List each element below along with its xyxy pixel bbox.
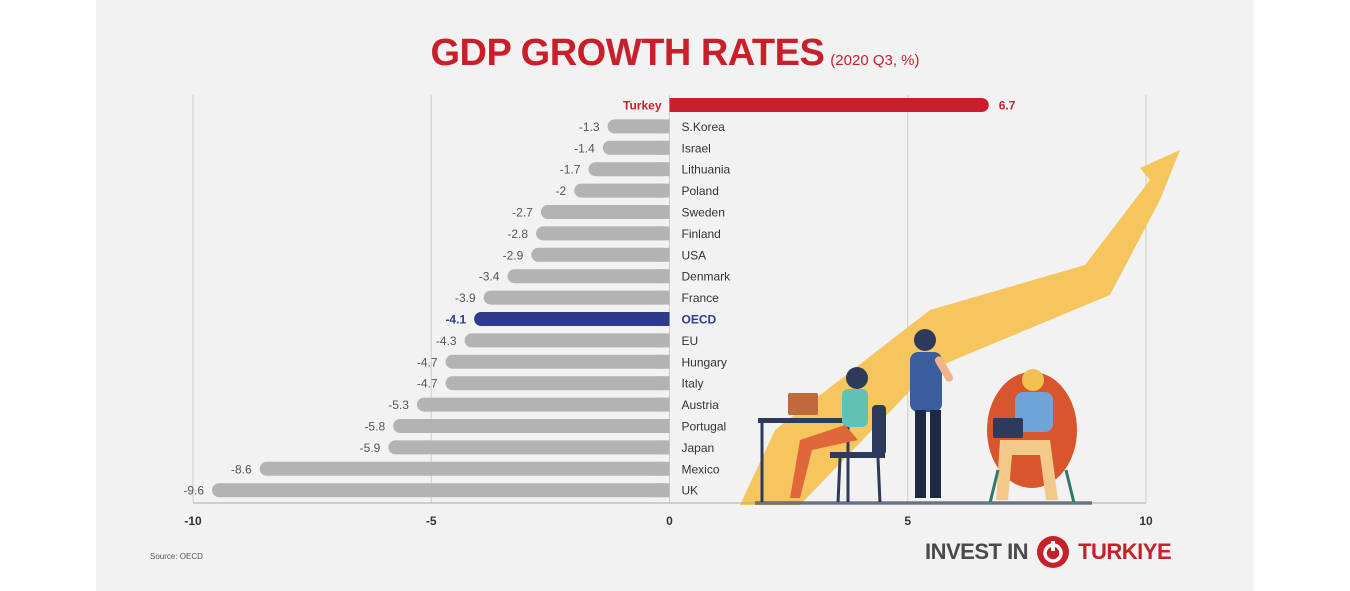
bar-base <box>655 440 670 455</box>
value-label: -3.4 <box>479 270 500 284</box>
category-label: Turkey <box>623 99 662 113</box>
bar <box>393 419 670 433</box>
bar <box>574 183 670 198</box>
bars: Turkey 6.7 S.Korea -1.3 Israel -1.4 Lithuania -… <box>183 98 1016 498</box>
bar-base <box>655 312 670 326</box>
value-label: -1.3 <box>579 120 600 134</box>
category-label: Portugal <box>682 420 727 434</box>
bar <box>602 140 670 155</box>
category-label: OECD <box>682 313 717 327</box>
value-label: -2.9 <box>503 248 524 262</box>
category-label: Israel <box>682 141 711 155</box>
bar-base <box>655 269 670 284</box>
bar-base <box>655 162 670 177</box>
value-label: 6.7 <box>999 99 1016 113</box>
bar <box>212 483 670 498</box>
category-label: Austria <box>682 398 720 412</box>
bar-base <box>655 247 670 262</box>
growth-illustration <box>740 150 1180 505</box>
value-label: -9.6 <box>183 484 204 498</box>
bar <box>540 205 670 219</box>
category-label: France <box>682 291 720 305</box>
bar-base <box>655 376 670 391</box>
bar <box>536 226 670 241</box>
category-label: Japan <box>682 441 715 455</box>
category-label: Poland <box>682 184 719 198</box>
category-label: EU <box>682 334 699 348</box>
x-axis: -10 -5 0 5 10 <box>184 502 1153 528</box>
x-tick-label: 10 <box>1139 514 1153 528</box>
bar-base <box>655 205 670 219</box>
bar-base <box>655 461 670 476</box>
value-label: -1.4 <box>574 141 595 155</box>
bar-base <box>655 354 670 369</box>
bar <box>474 312 670 326</box>
woman-with-laptop-icon <box>790 367 886 504</box>
bar-base <box>655 483 670 498</box>
chart-subtitle: (2020 Q3, %) <box>830 52 920 69</box>
value-label: -5.9 <box>360 441 381 455</box>
bar-base <box>655 119 670 134</box>
value-label: -2.7 <box>512 206 533 220</box>
bar <box>464 333 670 348</box>
logo-text-right: TURKIYE <box>1078 539 1172 564</box>
bar <box>388 440 670 455</box>
category-label: Mexico <box>682 462 720 476</box>
x-tick-label: 5 <box>904 514 911 528</box>
bar-base <box>655 333 670 348</box>
chart-title: GDP GROWTH RATES <box>430 32 825 74</box>
x-tick-label: -10 <box>184 514 202 528</box>
bar <box>507 269 670 284</box>
bar <box>669 98 989 112</box>
bar <box>588 162 670 177</box>
bar <box>445 354 670 369</box>
bar-base <box>655 140 670 155</box>
value-label: -4.3 <box>436 334 457 348</box>
bar <box>483 290 670 305</box>
bar-base <box>655 397 670 412</box>
bar-base <box>655 226 670 241</box>
standing-man-icon <box>910 329 953 498</box>
bar <box>259 461 670 476</box>
x-tick-label: -5 <box>426 514 437 528</box>
bar <box>531 247 670 262</box>
bar <box>445 376 670 391</box>
power-circle-icon <box>1037 536 1070 568</box>
chart-title-block: GDP GROWTH RATES (2020 Q3, %) <box>0 32 1350 75</box>
category-label: USA <box>682 248 707 262</box>
logo-text-left: INVEST IN <box>925 539 1029 564</box>
invest-in-turkiye-logo: INVEST IN TURKIYE <box>925 535 1172 569</box>
value-label: -4.1 <box>445 313 466 327</box>
category-label: UK <box>682 484 699 498</box>
category-label: Hungary <box>682 355 727 369</box>
bar-base <box>669 98 684 112</box>
value-label: -2.8 <box>507 227 528 241</box>
bar <box>607 119 670 134</box>
man-in-chair-icon <box>987 369 1077 504</box>
bar-base <box>655 419 670 433</box>
desk-icon <box>758 393 853 503</box>
x-tick-label: 0 <box>666 514 673 528</box>
value-label: -5.3 <box>388 398 409 412</box>
category-label: S.Korea <box>682 120 726 134</box>
category-label: Finland <box>682 227 721 241</box>
category-label: Sweden <box>682 206 725 220</box>
bar-base <box>655 183 670 198</box>
value-label: -4.7 <box>417 355 438 369</box>
value-label: -2 <box>556 184 567 198</box>
value-label: -4.7 <box>417 377 438 391</box>
category-label: Denmark <box>682 270 732 284</box>
category-label: Lithuania <box>682 163 731 177</box>
category-label: Italy <box>682 377 704 391</box>
value-label: -5.8 <box>364 420 385 434</box>
source-note: Source: OECD <box>150 552 203 561</box>
bar-base <box>655 290 670 305</box>
value-label: -3.9 <box>455 291 476 305</box>
value-label: -8.6 <box>231 462 252 476</box>
value-label: -1.7 <box>560 163 581 177</box>
bar <box>416 397 670 412</box>
